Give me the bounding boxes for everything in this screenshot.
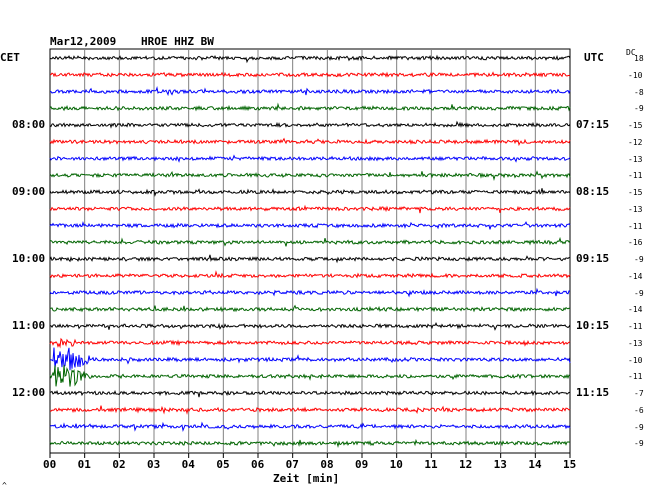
station-label: HROE HHZ BW — [141, 35, 214, 48]
dc-offset-label: -13 — [628, 204, 643, 214]
x-axis-label: Zeit [min] — [273, 472, 340, 485]
dc-offset-label: -9 — [634, 439, 644, 449]
dc-offset-label: -6 — [634, 405, 644, 415]
trace-line — [50, 389, 571, 398]
dc-offset-label: -14 — [628, 305, 643, 315]
trace-line — [49, 154, 571, 163]
x-tick-label: 11 — [424, 458, 438, 471]
trace-line — [49, 236, 571, 247]
trace-line — [49, 347, 571, 371]
x-tick-label: 00 — [43, 458, 57, 471]
dc-offset-label: -13 — [628, 338, 643, 348]
x-tick-label: 04 — [181, 458, 195, 471]
x-tick-label: 05 — [216, 458, 230, 471]
trace-line — [49, 321, 571, 331]
left-hour-label: 11:00 — [12, 319, 46, 332]
right-hour-label: 11:15 — [576, 386, 610, 399]
dc-offset-label: -14 — [628, 271, 643, 281]
dc-offset-label: -9 — [634, 255, 644, 264]
trace-line — [49, 188, 571, 197]
x-tick-label: 03 — [147, 458, 161, 471]
x-tick-label: 01 — [77, 458, 91, 471]
trace-line — [49, 270, 571, 279]
plot-frame — [49, 48, 571, 454]
trace-line — [49, 438, 571, 449]
x-tick-label: 15 — [563, 458, 577, 471]
left-timezone-label: CET — [0, 51, 20, 64]
trace-line — [49, 254, 570, 264]
dc-offset-label: -15 — [628, 121, 643, 130]
seismic-traces — [49, 54, 571, 449]
left-hour-label: 12:00 — [12, 386, 46, 399]
x-tick-label: 02 — [112, 458, 126, 471]
dc-offset-label: -16 — [628, 238, 643, 248]
x-tick-label: 07 — [285, 458, 299, 471]
dc-offset-label: 18 — [634, 54, 644, 63]
trace-line — [49, 221, 571, 230]
trace-line — [50, 71, 571, 78]
trace-line — [49, 204, 571, 214]
dc-offset-label: -8 — [634, 87, 644, 97]
dc-offset-label: -11 — [628, 372, 643, 382]
right-timezone-label: UTC — [584, 51, 604, 64]
trace-line — [49, 137, 571, 147]
x-tick-label: 10 — [389, 458, 403, 471]
dc-offset-label: -10 — [628, 355, 643, 365]
trace-line — [49, 170, 571, 181]
dc-offset-label: -11 — [628, 171, 643, 181]
x-tick-label: 13 — [493, 458, 507, 471]
trace-line — [49, 54, 571, 64]
x-tick-label: 12 — [459, 458, 473, 471]
dc-offset-label: -11 — [628, 322, 643, 331]
trace-line — [49, 287, 571, 298]
x-tick-label: 06 — [251, 458, 265, 471]
left-hour-label: 09:00 — [12, 185, 46, 198]
x-tick-label: 14 — [528, 458, 542, 471]
trace-line — [49, 304, 571, 313]
right-hour-label: 10:15 — [576, 319, 610, 332]
corner-mark: ^ — [2, 481, 7, 490]
x-tick-label: 08 — [320, 458, 334, 471]
trace-line — [50, 405, 571, 415]
dc-offset-label: -9 — [634, 288, 644, 298]
minute-gridlines — [84, 49, 536, 453]
right-hour-label: 08:15 — [576, 185, 610, 198]
date-label: Mar12,2009 — [50, 35, 117, 48]
trace-line — [49, 120, 571, 129]
left-hour-label: 10:00 — [12, 252, 46, 265]
dc-offset-label: -11 — [628, 221, 643, 231]
dc-offset-label: -9 — [634, 104, 644, 114]
trace-line — [50, 86, 571, 97]
dc-offset-label: -13 — [628, 154, 643, 164]
dc-offset-label: -7 — [634, 389, 644, 398]
right-hour-label: 07:15 — [576, 118, 610, 131]
trace-line — [49, 364, 571, 387]
trace-line — [49, 337, 571, 349]
dc-label: DC — [626, 48, 636, 57]
x-tick-label: 09 — [355, 458, 369, 471]
dc-offset-label: -10 — [628, 70, 643, 80]
dc-offset-label: -9 — [634, 422, 644, 432]
dc-offset-label: -15 — [628, 188, 643, 197]
left-hour-label: 08:00 — [12, 118, 46, 131]
trace-line — [49, 421, 571, 433]
dc-offset-label: -12 — [628, 137, 643, 147]
x-axis-ticks — [49, 453, 571, 458]
trace-line — [49, 102, 571, 112]
right-hour-label: 09:15 — [576, 252, 610, 265]
